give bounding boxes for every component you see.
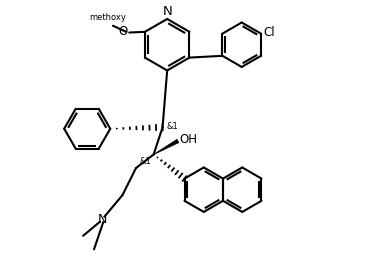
- Text: O: O: [118, 25, 128, 38]
- Text: methoxy: methoxy: [89, 13, 126, 22]
- Text: OH: OH: [179, 133, 197, 146]
- Text: N: N: [162, 5, 172, 18]
- Text: &1: &1: [166, 121, 178, 131]
- Text: &1: &1: [139, 157, 151, 166]
- Text: Cl: Cl: [264, 26, 275, 39]
- Text: N: N: [98, 213, 107, 226]
- Polygon shape: [153, 139, 179, 155]
